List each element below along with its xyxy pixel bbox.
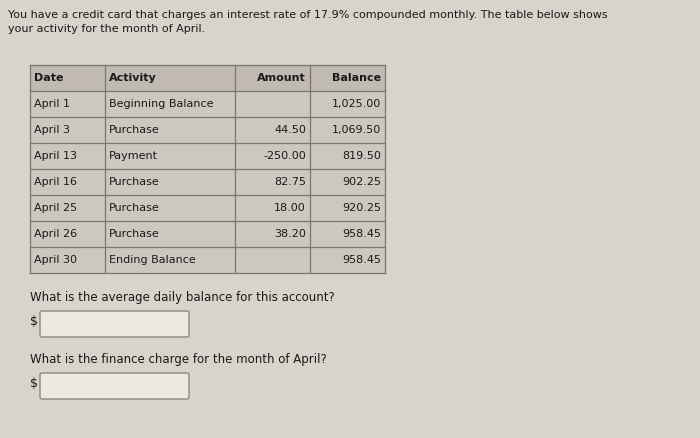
Text: What is the finance charge for the month of April?: What is the finance charge for the month… bbox=[30, 353, 327, 366]
Text: You have a credit card that charges an interest rate of 17.9% compounded monthly: You have a credit card that charges an i… bbox=[8, 10, 608, 20]
Bar bbox=[30, 247, 385, 273]
Text: Balance: Balance bbox=[332, 73, 381, 83]
Text: 18.00: 18.00 bbox=[274, 203, 306, 213]
Text: 958.45: 958.45 bbox=[342, 255, 381, 265]
Text: April 1: April 1 bbox=[34, 99, 70, 109]
Text: 819.50: 819.50 bbox=[342, 151, 381, 161]
Text: April 16: April 16 bbox=[34, 177, 77, 187]
Text: your activity for the month of April.: your activity for the month of April. bbox=[8, 24, 205, 34]
Bar bbox=[30, 195, 385, 221]
Text: Ending Balance: Ending Balance bbox=[109, 255, 196, 265]
Bar bbox=[30, 117, 385, 143]
FancyBboxPatch shape bbox=[40, 373, 189, 399]
Text: April 13: April 13 bbox=[34, 151, 77, 161]
Text: Purchase: Purchase bbox=[109, 203, 160, 213]
Text: 902.25: 902.25 bbox=[342, 177, 381, 187]
Text: 1,025.00: 1,025.00 bbox=[332, 99, 381, 109]
Text: 44.50: 44.50 bbox=[274, 125, 306, 135]
Text: Amount: Amount bbox=[258, 73, 306, 83]
Bar bbox=[30, 143, 385, 169]
Text: April 30: April 30 bbox=[34, 255, 77, 265]
Text: Purchase: Purchase bbox=[109, 177, 160, 187]
Text: Payment: Payment bbox=[109, 151, 158, 161]
Text: 958.45: 958.45 bbox=[342, 229, 381, 239]
Text: $: $ bbox=[30, 315, 38, 328]
Text: Beginning Balance: Beginning Balance bbox=[109, 99, 214, 109]
Text: -250.00: -250.00 bbox=[263, 151, 306, 161]
Bar bbox=[30, 221, 385, 247]
Text: $: $ bbox=[30, 377, 38, 390]
Text: 82.75: 82.75 bbox=[274, 177, 306, 187]
Text: Purchase: Purchase bbox=[109, 229, 160, 239]
Bar bbox=[30, 91, 385, 117]
Bar bbox=[30, 169, 385, 195]
Text: Activity: Activity bbox=[109, 73, 157, 83]
Text: Date: Date bbox=[34, 73, 64, 83]
Text: 920.25: 920.25 bbox=[342, 203, 381, 213]
Text: 1,069.50: 1,069.50 bbox=[332, 125, 381, 135]
Text: April 26: April 26 bbox=[34, 229, 77, 239]
Bar bbox=[30, 65, 385, 91]
Text: April 3: April 3 bbox=[34, 125, 70, 135]
Text: Purchase: Purchase bbox=[109, 125, 160, 135]
Text: 38.20: 38.20 bbox=[274, 229, 306, 239]
Text: April 25: April 25 bbox=[34, 203, 77, 213]
Text: What is the average daily balance for this account?: What is the average daily balance for th… bbox=[30, 291, 335, 304]
FancyBboxPatch shape bbox=[40, 311, 189, 337]
